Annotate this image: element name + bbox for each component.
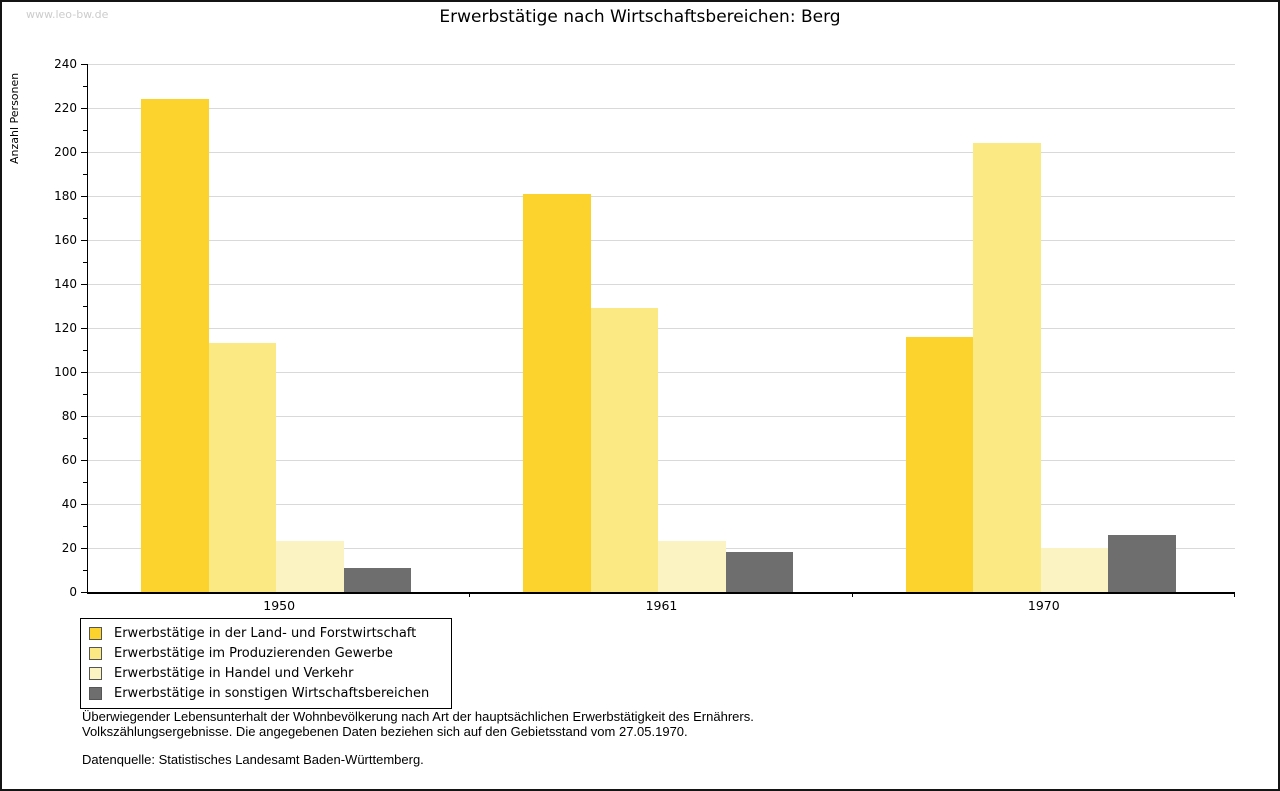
y-minor-tick	[83, 569, 87, 571]
y-major-tick	[81, 239, 87, 241]
data-source-line: Datenquelle: Statistisches Landesamt Bad…	[82, 752, 424, 767]
y-tick-label-200: 200	[54, 145, 77, 159]
y-tick-label-100: 100	[54, 365, 77, 379]
y-tick-label-80: 80	[61, 409, 77, 423]
legend-swatch-3	[89, 666, 102, 680]
y-tick-label-140: 140	[54, 277, 77, 291]
y-tick-label-40: 40	[61, 497, 77, 511]
gridline-120	[88, 327, 1235, 329]
y-minor-tick	[83, 217, 87, 219]
bar-series3-1970	[1040, 548, 1109, 592]
legend-swatch-4	[89, 686, 102, 700]
footnotes: Überwiegender Lebensunterhalt der Wohnbe…	[82, 709, 754, 767]
legend-box: Erwerbstätige in der Land- und Forstwirt…	[80, 618, 452, 709]
chart-title: Erwerbstätige nach Wirtschaftsbereichen:…	[439, 7, 841, 27]
legend-swatch-2	[89, 646, 102, 660]
x-category-label-1961: 1961	[645, 598, 678, 613]
bar-series2-1961	[590, 308, 659, 592]
y-minor-tick	[83, 393, 87, 395]
y-minor-tick	[83, 261, 87, 263]
y-tick-label-60: 60	[61, 453, 77, 467]
y-major-tick	[81, 459, 87, 461]
gridline-200	[88, 151, 1235, 153]
y-major-tick	[81, 591, 87, 593]
legend-label-4: Erwerbstätige in sonstigen Wirtschaftsbe…	[114, 685, 430, 701]
y-tick-label-220: 220	[54, 101, 77, 115]
footnote-line-2: Volkszählungsergebnisse. Die angegebenen…	[82, 724, 688, 739]
x-category-label-1950: 1950	[263, 598, 296, 613]
legend-item-3: Erwerbstätige in Handel und Verkehr	[89, 663, 443, 683]
y-tick-label-180: 180	[54, 189, 77, 203]
bar-series1-1950	[141, 99, 209, 592]
y-tick-label-120: 120	[54, 321, 77, 335]
y-major-tick	[81, 503, 87, 505]
y-tick-label-20: 20	[61, 541, 77, 555]
footnote-line-1: Überwiegender Lebensunterhalt der Wohnbe…	[82, 709, 754, 724]
y-minor-tick	[83, 305, 87, 307]
y-major-tick	[81, 151, 87, 153]
bar-series2-1970	[973, 143, 1041, 592]
y-minor-tick	[83, 525, 87, 527]
plot-area: 0 20 40 60 80 100 120 140 160 180 200 220 240 1950 196…	[54, 57, 1235, 613]
gridline-220	[88, 107, 1235, 109]
y-tick-label-160: 160	[54, 233, 77, 247]
legend-item-4: Erwerbstätige in sonstigen Wirtschaftsbe…	[89, 683, 443, 703]
bar-series1-1970	[905, 336, 974, 592]
y-minor-tick	[83, 129, 87, 131]
bar-series1-1961	[523, 193, 591, 592]
y-minor-tick	[83, 437, 87, 439]
gridline-80	[88, 415, 1235, 417]
gridline-160	[88, 239, 1235, 241]
legend-item-2: Erwerbstätige im Produzierenden Gewerbe	[89, 643, 443, 663]
legend-label-2: Erwerbstätige im Produzierenden Gewerbe	[114, 645, 393, 661]
y-minor-tick	[83, 349, 87, 351]
x-category-label-1970: 1970	[1027, 598, 1060, 613]
gridline-240	[88, 63, 1235, 65]
legend-label-3: Erwerbstätige in Handel und Verkehr	[114, 665, 354, 681]
y-major-tick	[81, 415, 87, 417]
gridline-40	[88, 503, 1235, 505]
legend-item-1: Erwerbstätige in der Land- und Forstwirt…	[89, 623, 443, 643]
bar-series2-1950	[208, 343, 276, 592]
watermark-text: www.leo-bw.de	[26, 8, 109, 21]
bar-series4-1961	[725, 552, 794, 592]
y-major-tick	[81, 283, 87, 285]
bar-series4-1970	[1108, 534, 1176, 592]
bar-series3-1961	[658, 541, 726, 592]
x-boundary-tick	[469, 592, 470, 597]
gridline-140	[88, 283, 1235, 285]
y-minor-tick	[83, 85, 87, 87]
x-boundary-tick	[852, 592, 853, 597]
gridline-100	[88, 371, 1235, 373]
x-boundary-tick	[1234, 592, 1235, 597]
y-major-tick	[81, 107, 87, 109]
y-minor-tick	[83, 481, 87, 483]
y-major-tick	[81, 327, 87, 329]
y-major-tick	[81, 371, 87, 373]
legend-swatch-1	[89, 626, 102, 640]
y-tick-label-240: 240	[54, 57, 77, 71]
gridline-60	[88, 459, 1235, 461]
y-axis-title: Anzahl Personen	[8, 72, 21, 164]
bar-series4-1950	[343, 567, 411, 592]
bar-series3-1950	[276, 541, 344, 592]
y-minor-tick	[83, 173, 87, 175]
gridline-180	[88, 195, 1235, 197]
y-major-tick	[81, 63, 87, 65]
y-major-tick	[81, 195, 87, 197]
y-major-tick	[81, 547, 87, 549]
y-tick-label-0: 0	[69, 585, 77, 599]
legend-label-1: Erwerbstätige in der Land- und Forstwirt…	[114, 625, 417, 641]
